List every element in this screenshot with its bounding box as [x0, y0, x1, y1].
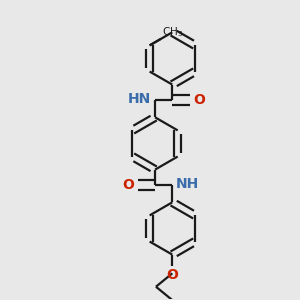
- Text: HN: HN: [128, 92, 152, 106]
- Text: CH$_3$: CH$_3$: [162, 25, 183, 38]
- Text: O: O: [167, 268, 178, 282]
- Text: O: O: [193, 93, 205, 107]
- Text: NH: NH: [176, 178, 199, 191]
- Text: O: O: [122, 178, 134, 192]
